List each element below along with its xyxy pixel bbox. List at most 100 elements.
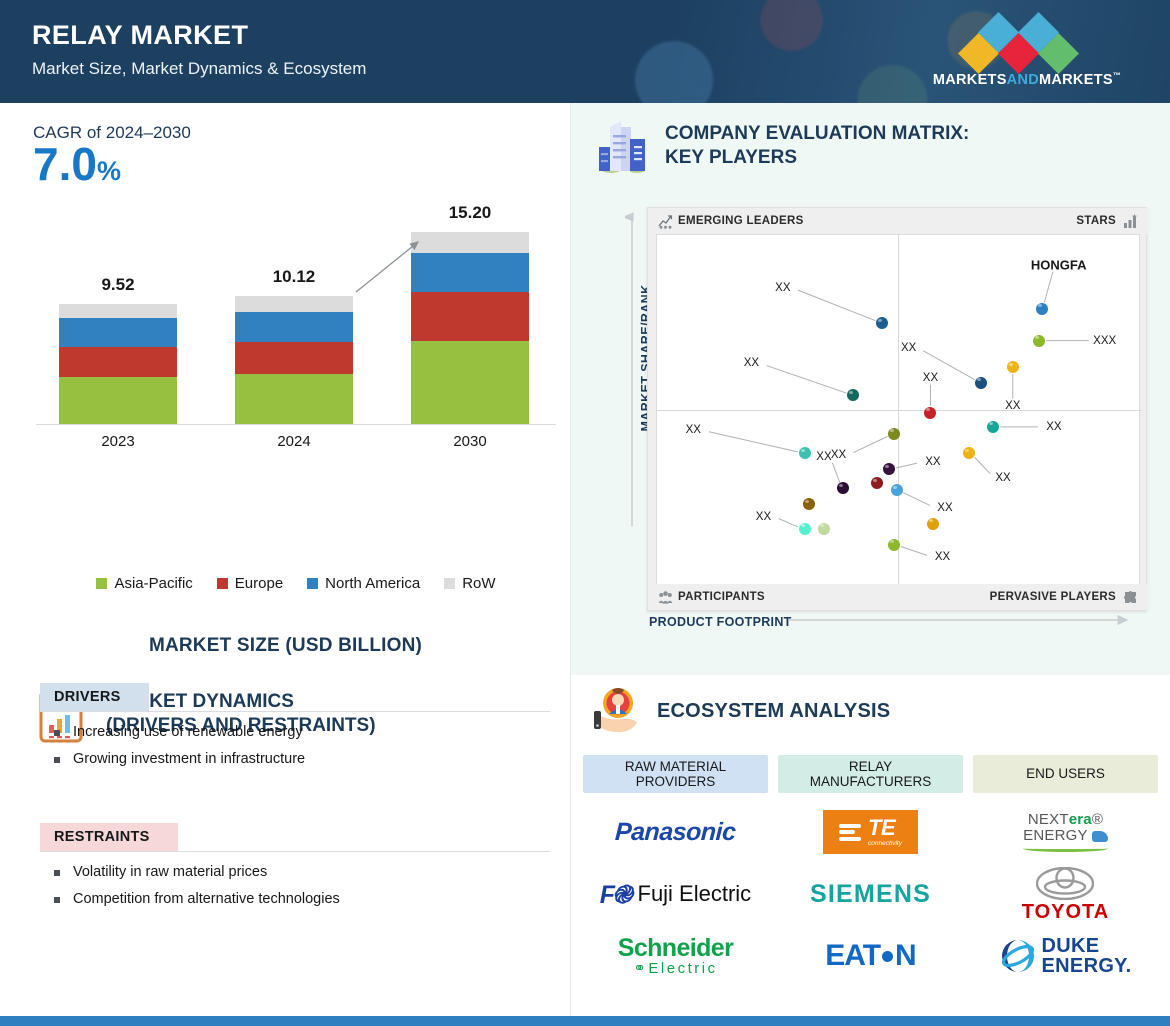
matrix-title: COMPANY EVALUATION MATRIX: KEY PLAYERS xyxy=(665,122,969,171)
leader-line xyxy=(900,546,928,556)
matrix-point-label: XX xyxy=(922,371,939,384)
matrix-point-label: HONGFA xyxy=(1030,257,1087,273)
matrix-point-label: XX xyxy=(995,471,1011,484)
matrix-point-label: XX xyxy=(830,449,847,461)
ecosystem-logo-list: TE connectivity SIEMENS EAT N xyxy=(778,793,963,987)
matrix-top-band: EMERGING LEADERS STARS xyxy=(648,208,1148,234)
bar-total-label: 15.20 xyxy=(448,203,492,223)
bar-x-label: 2024 xyxy=(277,433,311,450)
matrix-plot-area: XX XX XX XX HONGFA XXX XX XX XX XX XX XX XX XX XX XX xyxy=(656,234,1141,587)
matrix-point-label: XX xyxy=(934,551,951,564)
matrix-point[interactable] xyxy=(987,420,1000,433)
legend-label: Asia-Pacific xyxy=(114,575,193,592)
participants-icon xyxy=(658,591,673,604)
emerging-leaders-icon xyxy=(658,215,673,229)
matrix-point[interactable] xyxy=(975,376,988,389)
matrix-point-label: XX xyxy=(755,510,772,523)
ecosystem-column-header: RAW MATERIAL PROVIDERS xyxy=(583,755,768,793)
matrix-point[interactable] xyxy=(1035,302,1048,315)
leader-line xyxy=(708,431,798,453)
cagr-percent-sign: % xyxy=(96,156,121,186)
puzzle-icon xyxy=(1123,590,1136,603)
legend-swatch xyxy=(96,578,108,589)
bar-segment-europe xyxy=(235,342,353,374)
bar-segment-row xyxy=(235,296,353,312)
matrix-point[interactable] xyxy=(883,463,896,476)
x-axis-arrow xyxy=(789,614,1129,626)
matrix-point-label: XX xyxy=(816,450,832,463)
ecosystem-company-logo: DUKE ENERGY. xyxy=(973,925,1158,987)
matrix-box: EMERGING LEADERS STARS XX XX XX XX HONGFA XXX… xyxy=(647,207,1148,611)
siemens-logo: SIEMENS xyxy=(810,879,931,908)
y-axis-arrow xyxy=(625,212,634,526)
matrix-point[interactable] xyxy=(926,517,939,530)
company-evaluation-matrix-panel: COMPANY EVALUATION MATRIX: KEY PLAYERS M… xyxy=(571,103,1170,675)
ecosystem-columns: RAW MATERIAL PROVIDERS Panasonic F֎ Fuji Ele… xyxy=(583,755,1158,987)
page-header: RELAY MARKET Market Size, Market Dynamic… xyxy=(0,0,1170,103)
nextera-energy-logo: NEXTera® ENERGY xyxy=(1023,812,1108,852)
matrix-point[interactable] xyxy=(924,406,937,419)
matrix-point[interactable] xyxy=(817,522,830,535)
bar-group: 9.52 2023 xyxy=(59,275,177,450)
market-size-chart: 9.52 2023 10.12 2024 15.20 2030 xyxy=(36,188,556,453)
quadrant-label-emerging-leaders: EMERGING LEADERS xyxy=(678,215,804,227)
matrix-title-line2: KEY PLAYERS xyxy=(665,147,797,168)
leader-line xyxy=(896,462,918,469)
bar-stack xyxy=(59,304,177,424)
cagr-value: 7.0% xyxy=(33,141,121,187)
restraints-list: Volatility in raw material prices Competi… xyxy=(40,852,550,907)
matrix-point-label: XX xyxy=(1046,420,1062,433)
leader-line xyxy=(902,492,931,506)
ecosystem-company-logo: EAT N xyxy=(778,925,963,987)
matrix-point-label: XX xyxy=(901,341,917,354)
matrix-point[interactable] xyxy=(890,484,903,497)
legend-label: Europe xyxy=(234,575,284,592)
quadrant-label-pervasive-players: PERVASIVE PLAYERS xyxy=(989,591,1116,603)
matrix-point[interactable] xyxy=(888,538,901,551)
ecosystem-company-logo: NEXTera® ENERGY xyxy=(973,801,1158,863)
legend-swatch xyxy=(307,578,319,589)
matrix-point[interactable] xyxy=(803,498,816,511)
ecosystem-logo-list: NEXTera® ENERGY TOYOTA DUKE ENERGY. xyxy=(973,793,1158,987)
matrix-point[interactable] xyxy=(871,477,884,490)
matrix-point[interactable] xyxy=(1033,334,1046,347)
matrix-point[interactable] xyxy=(798,522,811,535)
drivers-list: Increasing use of renewable energy Growin… xyxy=(40,712,550,767)
matrix-x-axis-label: PRODUCT FOOTPRINT xyxy=(649,615,792,629)
matrix-point-label: XX xyxy=(685,424,701,437)
marketsandmarkets-logo: MARKETSANDMARKETS™ xyxy=(932,11,1122,90)
leader-line xyxy=(853,435,888,453)
logo-text-and: AND xyxy=(1006,72,1039,88)
bar-segment-north-america xyxy=(411,252,529,292)
market-dynamics-title-line1: MARKET DYNAMICS xyxy=(106,691,294,712)
matrix-bottom-band: PARTICIPANTS PERVASIVE PLAYERS xyxy=(648,584,1148,610)
ecosystem-company-logo: TOYOTA xyxy=(973,863,1158,925)
matrix-point[interactable] xyxy=(837,482,850,495)
ecosystem-column-header: END USERS xyxy=(973,755,1158,793)
schneider-electric-logo: Schneider ⚭Electric xyxy=(617,934,734,977)
logo-wordmark: MARKETSANDMARKETS™ xyxy=(932,71,1122,88)
matrix-point[interactable] xyxy=(963,447,976,460)
stars-bar-icon xyxy=(1124,214,1137,228)
bar-segment-asia-pacific xyxy=(411,341,529,424)
matrix-point[interactable] xyxy=(888,427,901,440)
ecosystem-company-logo: Schneider ⚭Electric xyxy=(583,925,768,987)
restraints-tag: RESTRAINTS xyxy=(40,823,178,851)
matrix-point[interactable] xyxy=(876,317,889,329)
leader-line xyxy=(1043,271,1054,303)
quadrant-divider-vertical xyxy=(898,235,899,587)
ecosystem-column: RELAY MANUFACTURERS TE connectivity SIEMENS E… xyxy=(778,755,963,987)
bar-segment-asia-pacific xyxy=(59,377,177,424)
matrix-point[interactable] xyxy=(847,389,860,402)
ecosystem-header: ECOSYSTEM ANALYSIS xyxy=(593,685,890,737)
matrix-point[interactable] xyxy=(798,447,811,460)
matrix-point[interactable] xyxy=(1006,361,1019,373)
cagr-number: 7.0 xyxy=(33,138,97,190)
restraint-bullet: Competition from alternative technologie… xyxy=(46,891,550,907)
bar-segment-europe xyxy=(59,347,177,378)
restraint-bullet: Volatility in raw material prices xyxy=(46,864,550,880)
ecosystem-title: ECOSYSTEM ANALYSIS xyxy=(657,699,891,722)
legend-item: RoW xyxy=(444,575,496,592)
page-title: RELAY MARKET xyxy=(32,20,249,50)
